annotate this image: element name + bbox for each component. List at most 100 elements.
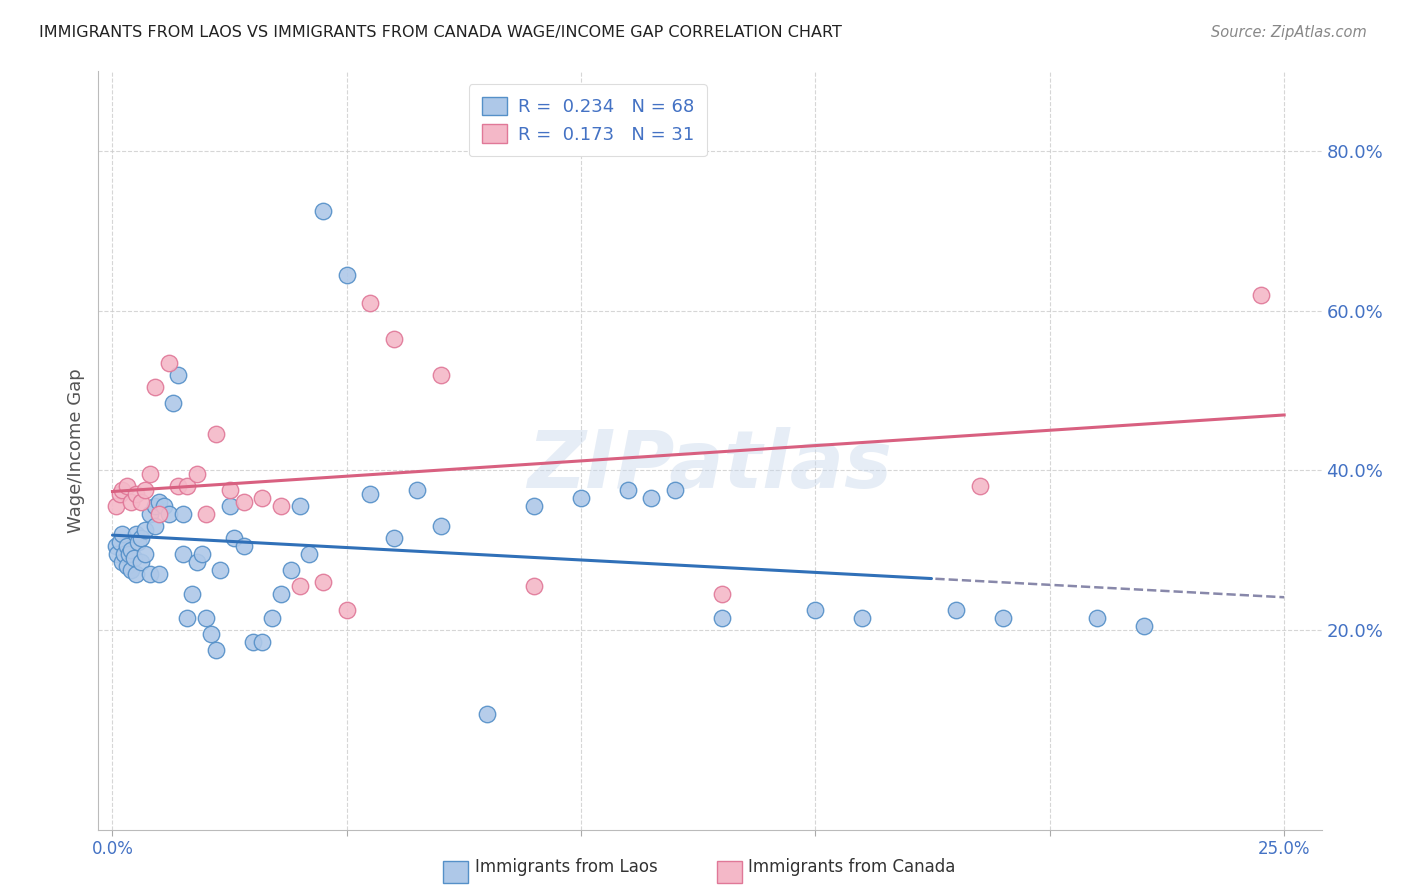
Point bbox=[359, 487, 381, 501]
Point bbox=[477, 706, 499, 721]
Point bbox=[252, 491, 274, 506]
Point bbox=[125, 487, 148, 501]
Point bbox=[125, 527, 148, 541]
Point bbox=[111, 555, 134, 569]
Point bbox=[143, 519, 166, 533]
Point bbox=[710, 587, 733, 601]
Point bbox=[945, 603, 967, 617]
Point bbox=[224, 531, 246, 545]
Point bbox=[120, 495, 142, 509]
Point bbox=[176, 479, 198, 493]
Point bbox=[312, 204, 335, 219]
Point bbox=[288, 579, 311, 593]
Point bbox=[710, 611, 733, 625]
Point bbox=[148, 508, 170, 522]
Point bbox=[134, 523, 156, 537]
Point bbox=[336, 603, 359, 617]
Point bbox=[204, 643, 226, 657]
Point bbox=[118, 547, 141, 561]
Point bbox=[127, 535, 149, 549]
Point bbox=[1250, 288, 1272, 302]
Point bbox=[176, 611, 198, 625]
Point bbox=[288, 500, 311, 514]
Point bbox=[115, 559, 138, 574]
Point bbox=[129, 555, 152, 569]
Point bbox=[153, 500, 176, 514]
Point bbox=[429, 368, 451, 382]
Point bbox=[181, 587, 204, 601]
Point bbox=[242, 635, 264, 649]
Point bbox=[148, 495, 170, 509]
Point bbox=[115, 479, 138, 493]
Point bbox=[382, 531, 405, 545]
Point bbox=[125, 567, 148, 582]
Point bbox=[298, 547, 321, 561]
Point bbox=[336, 268, 359, 282]
Point bbox=[111, 527, 134, 541]
Point bbox=[120, 543, 142, 558]
Point bbox=[218, 483, 240, 498]
Point bbox=[172, 508, 194, 522]
Point bbox=[167, 368, 190, 382]
Point bbox=[523, 579, 546, 593]
Point bbox=[359, 295, 381, 310]
Point bbox=[209, 563, 232, 577]
Point bbox=[382, 332, 405, 346]
Point bbox=[134, 483, 156, 498]
Point bbox=[270, 500, 292, 514]
Point bbox=[569, 491, 592, 506]
Point bbox=[969, 479, 991, 493]
Point bbox=[218, 500, 240, 514]
Point bbox=[115, 539, 138, 553]
Point bbox=[280, 563, 302, 577]
Point bbox=[804, 603, 827, 617]
Point bbox=[162, 395, 184, 409]
Point bbox=[186, 467, 208, 482]
Point bbox=[120, 563, 142, 577]
Point bbox=[406, 483, 429, 498]
Point bbox=[129, 531, 152, 545]
Point bbox=[429, 519, 451, 533]
Point bbox=[204, 427, 226, 442]
Point bbox=[157, 356, 180, 370]
Point bbox=[664, 483, 686, 498]
Point bbox=[122, 551, 145, 566]
Point bbox=[851, 611, 873, 625]
Point bbox=[172, 547, 194, 561]
Point bbox=[105, 547, 128, 561]
Point bbox=[105, 500, 128, 514]
Point bbox=[139, 508, 162, 522]
Point bbox=[143, 379, 166, 393]
Point bbox=[186, 555, 208, 569]
Point bbox=[111, 483, 134, 498]
Point bbox=[112, 547, 135, 561]
Point bbox=[991, 611, 1014, 625]
Legend: R =  0.234   N = 68, R =  0.173   N = 31: R = 0.234 N = 68, R = 0.173 N = 31 bbox=[468, 84, 707, 156]
Point bbox=[252, 635, 274, 649]
Point bbox=[617, 483, 640, 498]
Point bbox=[167, 479, 190, 493]
Point bbox=[640, 491, 662, 506]
Point bbox=[1085, 611, 1108, 625]
Point bbox=[1132, 619, 1154, 633]
Point bbox=[190, 547, 212, 561]
Point bbox=[139, 567, 162, 582]
Text: Source: ZipAtlas.com: Source: ZipAtlas.com bbox=[1211, 25, 1367, 40]
Text: IMMIGRANTS FROM LAOS VS IMMIGRANTS FROM CANADA WAGE/INCOME GAP CORRELATION CHART: IMMIGRANTS FROM LAOS VS IMMIGRANTS FROM … bbox=[39, 25, 842, 40]
Point bbox=[134, 547, 156, 561]
Point bbox=[195, 611, 218, 625]
Point bbox=[270, 587, 292, 601]
Text: Immigrants from Canada: Immigrants from Canada bbox=[748, 858, 955, 876]
Point bbox=[260, 611, 283, 625]
Point bbox=[108, 487, 131, 501]
Y-axis label: Wage/Income Gap: Wage/Income Gap bbox=[66, 368, 84, 533]
Point bbox=[232, 495, 254, 509]
Point bbox=[312, 575, 335, 590]
Point bbox=[129, 495, 152, 509]
Text: Immigrants from Laos: Immigrants from Laos bbox=[475, 858, 658, 876]
Point bbox=[232, 539, 254, 553]
Text: ZIPatlas: ZIPatlas bbox=[527, 426, 893, 505]
Point bbox=[139, 467, 162, 482]
Point bbox=[523, 500, 546, 514]
Point bbox=[148, 567, 170, 582]
